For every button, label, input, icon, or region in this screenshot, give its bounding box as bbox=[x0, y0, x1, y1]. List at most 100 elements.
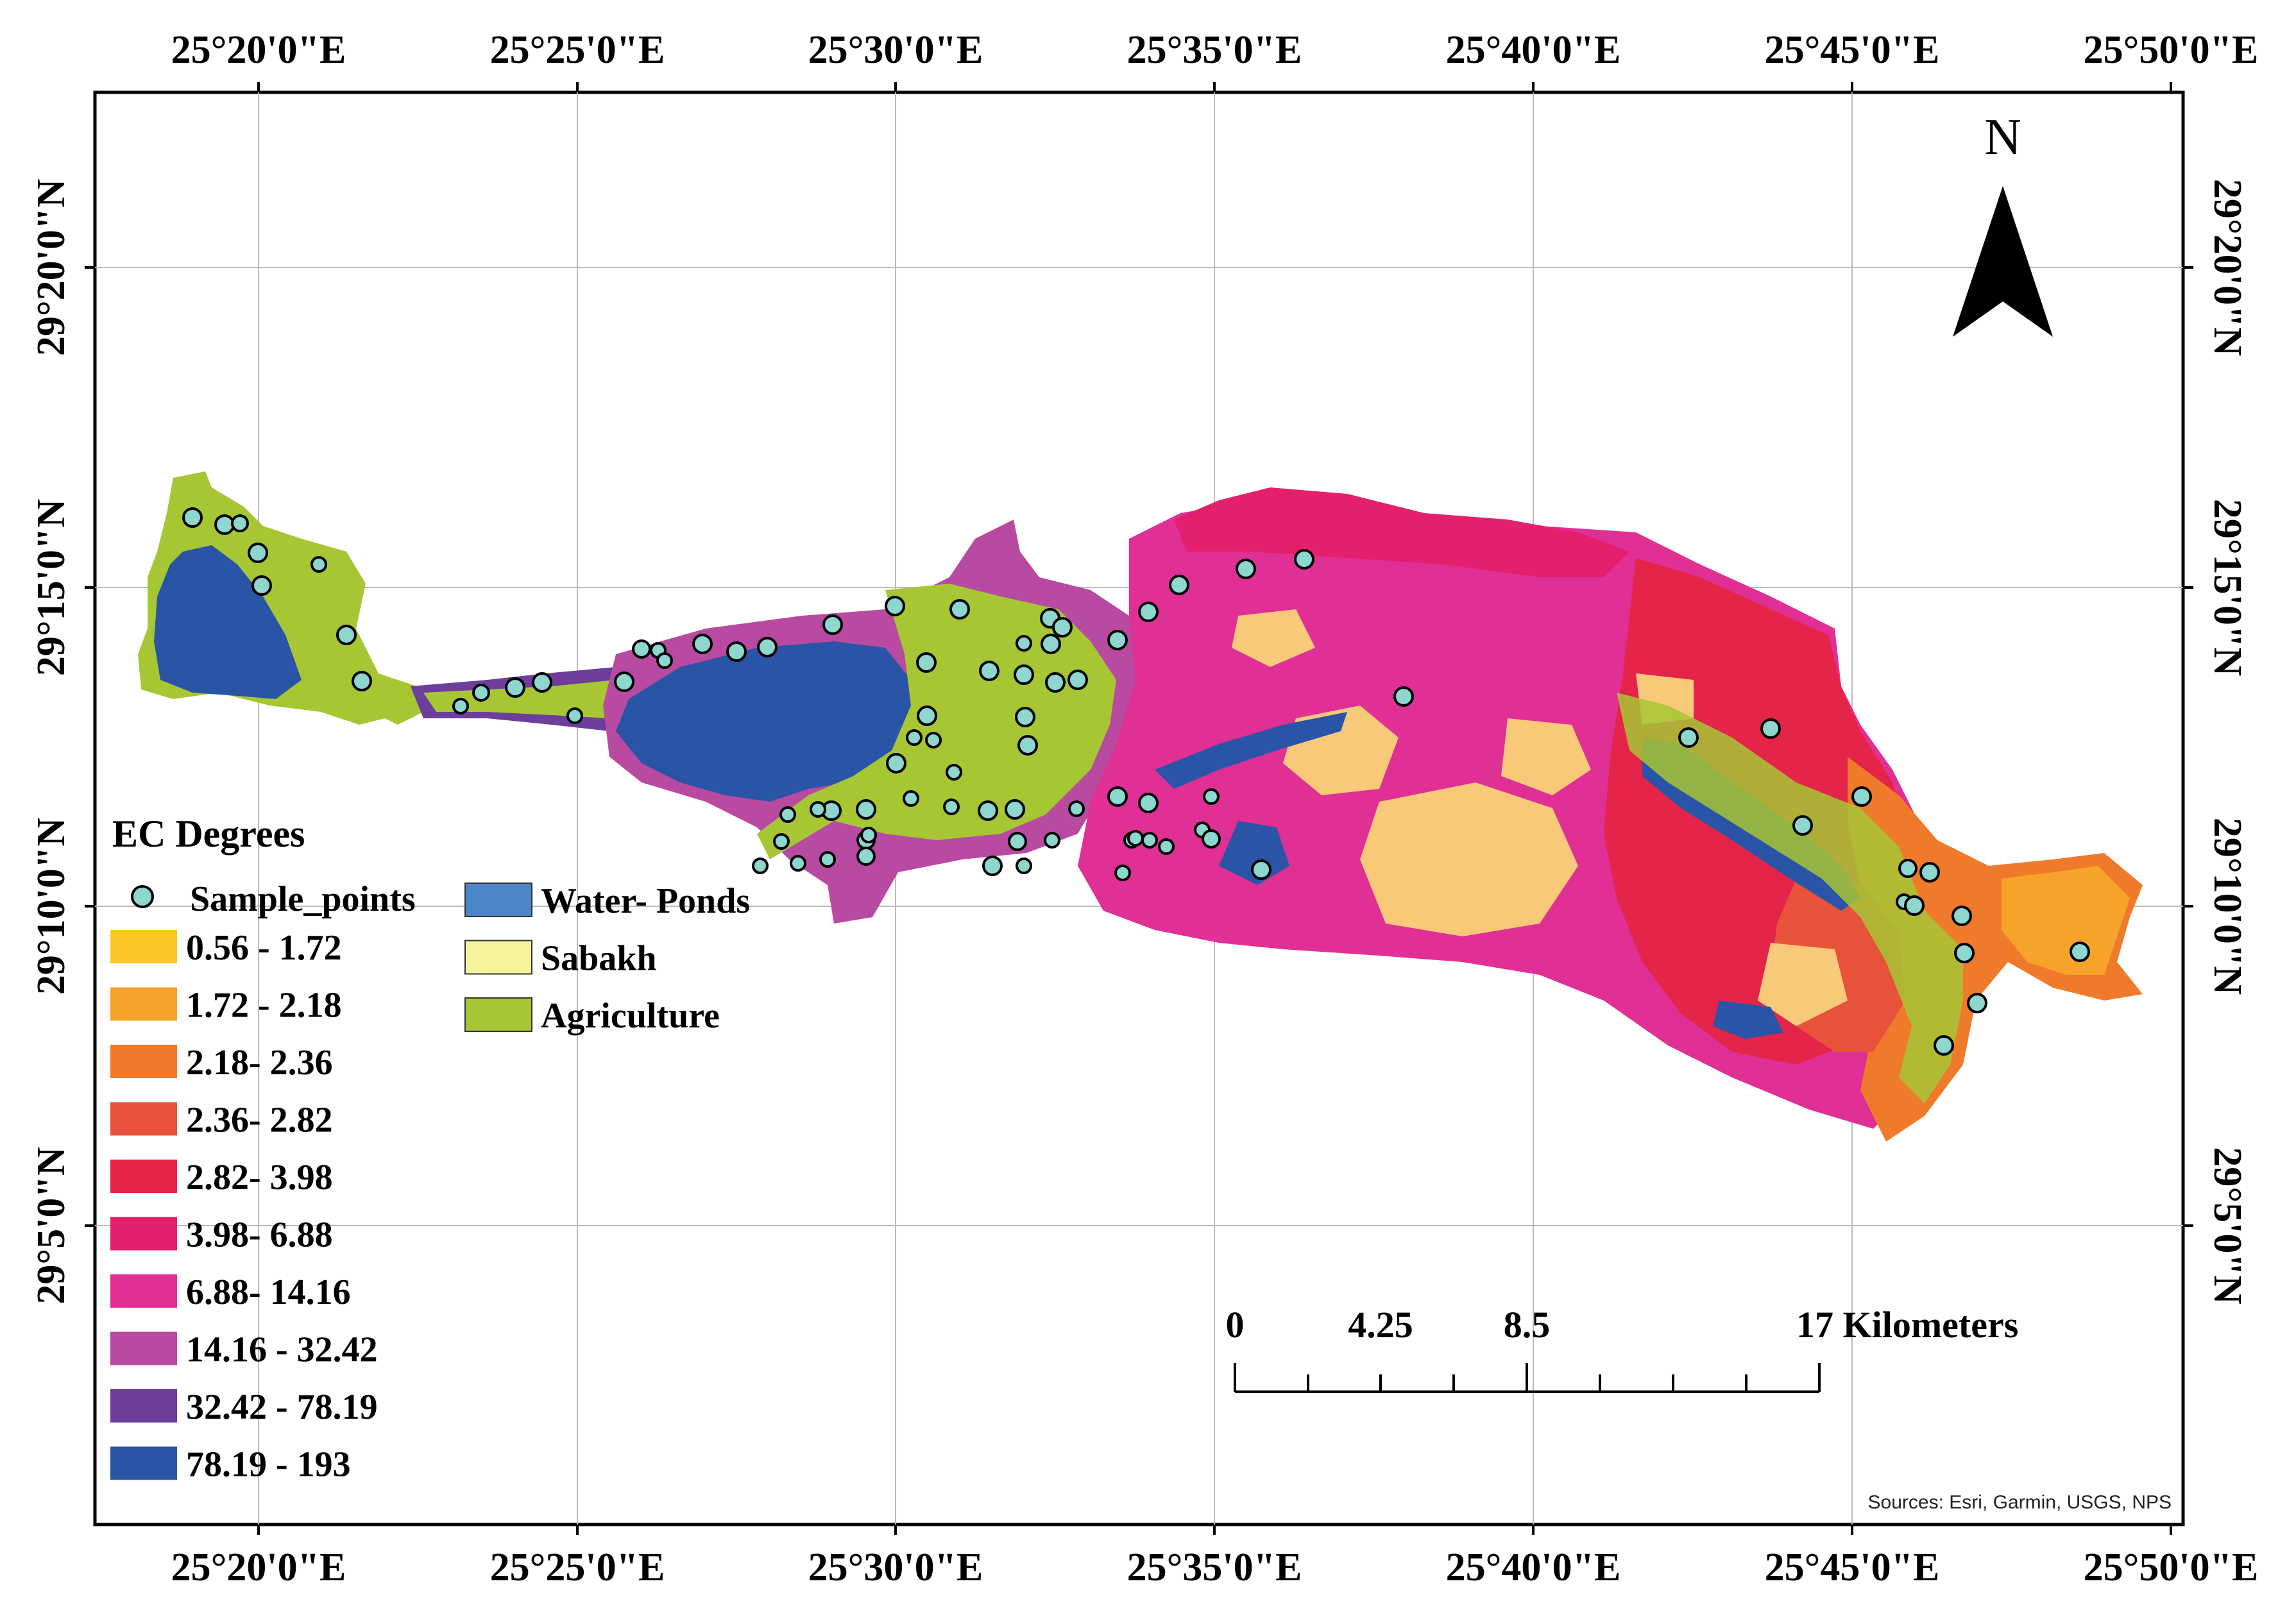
region-east-agri bbox=[1617, 693, 1963, 1103]
legend-class-swatch-4 bbox=[110, 1160, 177, 1193]
lat-label: 29°15'0"N bbox=[2206, 499, 2249, 676]
legend-overlay-swatch-1 bbox=[464, 940, 532, 975]
legend-class-label-6: 6.88- 14.16 bbox=[186, 1272, 351, 1312]
sample-point bbox=[214, 514, 235, 535]
sabakh-patch bbox=[1360, 782, 1578, 936]
sample-point bbox=[982, 856, 1003, 876]
north-arrow: N bbox=[1953, 109, 2053, 337]
sample-point bbox=[1041, 634, 1061, 654]
sample-points bbox=[182, 507, 2090, 1056]
lon-label: 25°50'0"E bbox=[2084, 1546, 2259, 1589]
sample-point bbox=[1016, 857, 1032, 874]
sample-point bbox=[1678, 727, 1699, 748]
sample-point bbox=[1044, 832, 1060, 849]
lon-label: 25°50'0"E bbox=[2084, 28, 2259, 72]
legend-class-swatch-3 bbox=[110, 1102, 177, 1136]
legend-class-label-2: 2.18- 2.36 bbox=[186, 1043, 333, 1083]
legend-class-label-4: 2.82- 3.98 bbox=[186, 1158, 333, 1197]
sample-point bbox=[1904, 895, 1925, 916]
latitude-labels-right: 29°20'0"N 29°15'0"N 29°10'0"N 29°5'0"N bbox=[2206, 179, 2249, 1305]
sample-point bbox=[1919, 862, 1940, 883]
sample-point bbox=[1014, 664, 1034, 685]
sample-point bbox=[886, 753, 906, 773]
sample-point bbox=[856, 847, 876, 866]
water-pond-west bbox=[154, 545, 302, 699]
sample-point bbox=[566, 707, 583, 724]
scale-label-0: 0 bbox=[1226, 1304, 1245, 1346]
sample-point bbox=[310, 556, 327, 573]
frame-ticks bbox=[85, 82, 2193, 1535]
lat-label: 29°10'0"N bbox=[2206, 818, 2249, 995]
sample-point bbox=[906, 729, 923, 746]
sample-point bbox=[860, 827, 877, 843]
sample-point bbox=[949, 599, 970, 620]
sample-point bbox=[1052, 617, 1073, 638]
sample-point bbox=[752, 857, 769, 874]
legend-sample-points-label: Sample_points bbox=[190, 879, 416, 919]
sabakh-patches bbox=[1232, 609, 1848, 1026]
sample-point bbox=[1107, 630, 1128, 650]
sample-point bbox=[856, 799, 876, 820]
region-agri-central-east bbox=[757, 584, 1116, 859]
sample-point bbox=[2070, 942, 2090, 962]
legend-overlays: Water- Ponds Sabakh Agriculture bbox=[464, 881, 750, 1036]
legend-overlay-swatch-2 bbox=[464, 997, 532, 1032]
sample-point bbox=[182, 507, 203, 528]
lon-label: 25°25'0"E bbox=[490, 28, 665, 72]
sabakh-patch bbox=[1501, 718, 1591, 795]
region-east-lightorange bbox=[2002, 866, 2130, 975]
legend-overlay-swatch-0 bbox=[464, 883, 532, 917]
sample-point bbox=[779, 806, 796, 823]
sample-point bbox=[1107, 786, 1128, 807]
sample-point bbox=[251, 575, 272, 596]
legend-class-swatch-0 bbox=[110, 930, 177, 963]
sample-point bbox=[1203, 788, 1220, 805]
sample-point bbox=[978, 800, 998, 821]
sample-point bbox=[1045, 672, 1066, 693]
lon-label: 25°20'0"E bbox=[171, 1546, 346, 1589]
legend: EC Degrees Sample_points 0.56 - 1.72 1.72… bbox=[110, 813, 750, 1485]
sample-point bbox=[1138, 793, 1159, 813]
sample-point bbox=[231, 514, 249, 532]
lon-label: 25°20'0"E bbox=[171, 28, 346, 72]
legend-class-swatch-7 bbox=[110, 1331, 177, 1365]
north-arrow-label: N bbox=[1984, 109, 2021, 165]
sample-point bbox=[1967, 993, 1987, 1013]
sample-point bbox=[1236, 559, 1256, 579]
sample-point bbox=[946, 764, 962, 781]
sample-point bbox=[1114, 865, 1131, 881]
sample-point bbox=[452, 698, 469, 714]
sample-point bbox=[248, 543, 268, 563]
legend-class-label-0: 0.56 - 1.72 bbox=[186, 928, 342, 968]
sample-point bbox=[916, 652, 937, 673]
sample-point bbox=[903, 790, 919, 807]
legend-class-swatch-6 bbox=[110, 1274, 177, 1308]
water-pond-central-blob bbox=[1219, 821, 1289, 885]
sample-point bbox=[614, 672, 634, 692]
lat-label: 29°10'0"N bbox=[30, 818, 73, 995]
legend-class-swatch-8 bbox=[110, 1389, 177, 1423]
lon-label: 25°45'0"E bbox=[1765, 28, 1940, 72]
sample-point bbox=[1067, 670, 1088, 690]
sample-point bbox=[336, 625, 357, 645]
sample-point bbox=[822, 614, 843, 635]
legend-class-swatch-1 bbox=[110, 987, 177, 1021]
legend-class-swatch-2 bbox=[110, 1045, 177, 1078]
lat-label: 29°15'0"N bbox=[30, 499, 73, 676]
sample-point bbox=[1015, 707, 1035, 727]
water-pond-east-small bbox=[1713, 1001, 1783, 1039]
sample-point bbox=[1954, 943, 1975, 963]
water-pond-central-streak bbox=[1155, 712, 1347, 789]
legend-class-label-9: 78.19 - 193 bbox=[186, 1445, 351, 1485]
sample-point bbox=[472, 684, 490, 702]
sample-point bbox=[1068, 800, 1085, 817]
sample-point bbox=[692, 634, 713, 654]
sample-point bbox=[885, 596, 905, 616]
sample-point bbox=[925, 732, 942, 748]
lon-label: 25°35'0"E bbox=[1127, 28, 1302, 72]
sample-point bbox=[943, 798, 960, 815]
sample-point bbox=[1251, 859, 1271, 880]
sample-point bbox=[1127, 830, 1144, 847]
lon-label: 25°25'0"E bbox=[490, 1546, 665, 1589]
